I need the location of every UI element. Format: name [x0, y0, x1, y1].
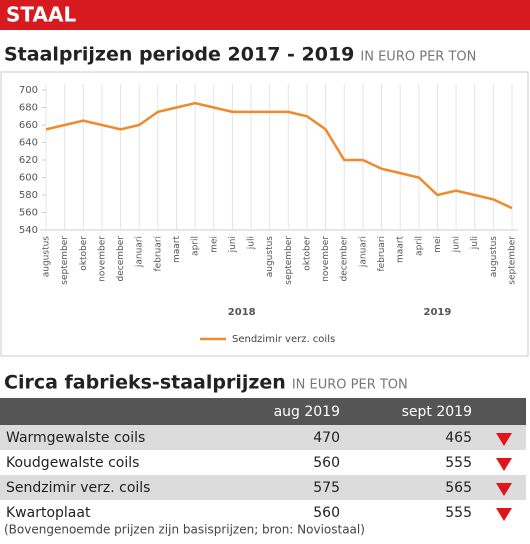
x-tick-label: juli [247, 236, 257, 250]
cell: 560 [313, 455, 340, 471]
y-tick-label: 620 [19, 155, 38, 166]
column-header: sept 2019 [402, 404, 472, 420]
chart-frame [0, 71, 529, 357]
x-tick-label: september [60, 236, 70, 285]
column-header: aug 2019 [274, 404, 340, 420]
x-tick-label: februari [377, 236, 387, 272]
cell: 555 [445, 455, 472, 471]
x-tick-label: september [284, 236, 294, 285]
y-tick-label: 560 [19, 208, 38, 219]
row-band [0, 475, 526, 500]
chart-subtitle: IN EURO PER TON [360, 50, 476, 65]
table-subtitle: IN EURO PER TON [292, 378, 408, 393]
table-header [0, 398, 526, 425]
y-tick-label: 700 [19, 85, 38, 96]
x-tick-label: januari [135, 236, 145, 268]
down-arrow [496, 458, 512, 471]
row-label: Koudgewalste coils [6, 455, 139, 471]
x-tick-label: februari [153, 236, 163, 272]
x-tick-label: november [97, 236, 107, 282]
y-tick-label: 600 [19, 173, 38, 184]
x-tick-label: juli [470, 236, 480, 250]
x-tick-label: oktober [79, 236, 89, 271]
year-label: 2019 [424, 307, 452, 318]
chart-title: Staalprijzen periode 2017 - 2019 [4, 44, 354, 66]
y-tick-label: 540 [19, 225, 38, 236]
header-title: STAAL [6, 3, 76, 27]
x-tick-label: oktober [302, 236, 312, 271]
cell: 575 [313, 480, 340, 496]
row-band [0, 425, 526, 450]
x-tick-label: april [414, 236, 424, 256]
line [45, 101, 513, 210]
x-tick-label: juni [228, 236, 238, 253]
x-tick-label: april [191, 236, 201, 256]
cell: 560 [313, 505, 340, 521]
x-tick-label: mei [433, 236, 443, 253]
x-tick-label: maart [396, 236, 406, 263]
cell: 470 [313, 430, 340, 446]
x-tick-label: december [116, 236, 126, 282]
cell: 465 [445, 430, 472, 446]
table-title: Circa fabrieks-staalprijzen [4, 372, 286, 394]
x-tick-label: september [508, 236, 518, 285]
row-label: Warmgewalste coils [6, 430, 145, 446]
year-label: 2018 [228, 307, 256, 318]
y-tick-label: 580 [19, 190, 38, 201]
y-tick-label: 640 [19, 138, 38, 149]
down-arrow [496, 483, 512, 496]
down-arrow [496, 508, 512, 521]
x-tick-label: december [340, 236, 350, 282]
footnote: (Bovengenoemde prijzen zijn basisprijzen… [4, 523, 365, 537]
x-tick-label: augustus [42, 236, 52, 278]
cell: 565 [445, 480, 472, 496]
x-tick-label: januari [358, 236, 368, 268]
cell: 555 [445, 505, 472, 521]
header-bar [0, 0, 530, 30]
x-tick-label: augustus [265, 236, 275, 278]
y-tick-label: 680 [19, 103, 38, 114]
x-tick-label: maart [172, 236, 182, 263]
row-label: Kwartoplaat [6, 505, 91, 521]
x-tick-label: juni [452, 236, 462, 253]
row-label: Sendzimir verz. coils [6, 480, 150, 496]
down-arrow [496, 433, 512, 446]
legend-label: Sendzimir verz. coils [232, 334, 335, 345]
x-tick-label: november [321, 236, 331, 282]
x-tick-label: mei [209, 236, 219, 253]
y-tick-label: 660 [19, 120, 38, 131]
x-tick-label: augustus [489, 236, 499, 278]
